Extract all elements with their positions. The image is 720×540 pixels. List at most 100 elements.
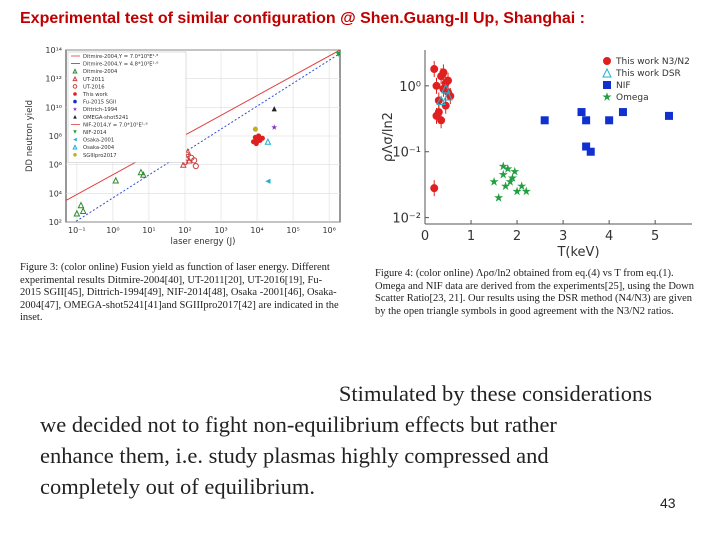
x-tick-label: 0 (421, 229, 429, 244)
legend-label: NIF-2014,Y = 7.0*10⁵E¹·⁸ (83, 122, 148, 128)
data-point-ditmire-2004 (73, 209, 81, 217)
data-point-omega (498, 169, 508, 179)
data-point-this-work (259, 135, 265, 141)
data-point-nif-2014 (335, 51, 341, 57)
body-paragraph: Stimulated by these considerations we de… (40, 378, 680, 502)
data-point-ditmire-2004 (139, 170, 147, 178)
slide-title: Experimental test of similar configurati… (20, 10, 585, 27)
y-tick-label: 10⁴ (49, 189, 62, 198)
legend-swatch (73, 115, 77, 119)
y-tick-label: 10⁻¹ (392, 146, 421, 161)
data-point-this-work-n3-n2 (430, 65, 439, 74)
figure3-chart: 10⁻¹ 10⁰ 10¹ 10² 10³ 10⁴ 10⁵ 10⁶ 10¹⁴ 10¹² 10¹⁰ 10⁸… (25, 46, 341, 247)
legend-label: This work N3/N2 (615, 57, 690, 67)
x-tick-label: 10⁰ (106, 226, 119, 235)
data-point-omega (498, 161, 508, 171)
legend-swatch (73, 99, 77, 104)
y-tick-label: 10⁰ (399, 80, 421, 95)
data-point-this-work-n3-n2 (437, 116, 446, 125)
x-tick-label: 10¹ (142, 226, 155, 235)
legend-label: Omega (616, 93, 649, 103)
data-point-omega (517, 181, 527, 191)
y-tick-label: 10¹² (45, 75, 62, 84)
data-point-dittrich-1994 (271, 124, 278, 130)
data-point-this-work (255, 133, 262, 139)
data-point-ditmire-2004 (112, 176, 120, 184)
data-point-nif (540, 116, 549, 125)
data-point-nif (577, 108, 586, 117)
legend-label: UT-2011 (83, 77, 105, 83)
data-point-nif (582, 116, 591, 125)
legend-swatch (72, 68, 78, 74)
figure4-caption: Figure 4: (color online) Λρσ/ln2 obtaine… (375, 268, 694, 317)
data-point-this-work-n3-n2 (439, 68, 448, 77)
data-point-omega (507, 173, 517, 182)
data-point-ditmire-2004 (77, 201, 85, 209)
data-point-osaka-2004 (264, 137, 272, 145)
data-point-osaka-2001 (265, 178, 271, 184)
x-axis-label: laser energy (J) (171, 237, 236, 247)
body-line-1: Stimulated by these considerations (338, 381, 652, 406)
legend-swatch (72, 144, 78, 150)
legend-swatch (603, 81, 611, 89)
data-point-omega (510, 166, 520, 176)
legend-label: SGIIIpro2017 (83, 153, 117, 159)
data-point-this-work-n3-n2 (430, 184, 439, 193)
data-point-nif (664, 111, 673, 120)
x-tick-label: 10⁻¹ (68, 226, 86, 235)
data-point-omega (505, 177, 515, 186)
y-axis-label: ρΛσ/ln2 (381, 112, 396, 162)
legend-label: OMEGA-shot5241 (83, 115, 129, 121)
legend-label: Ditmire-2004 (83, 69, 118, 75)
body-line-2: we decided not to fight non-equilibrium … (40, 412, 557, 437)
legend-swatch (602, 92, 612, 101)
legend-label: Osaka-2004 (83, 145, 115, 151)
y-tick-label: 10⁻² (392, 212, 421, 227)
x-tick-label: 10⁵ (286, 226, 299, 235)
legend-label: Dittrich-1994 (83, 107, 118, 113)
page-number: 43 (660, 495, 676, 511)
legend-box (67, 51, 187, 163)
data-point-this-work-n3-n2 (441, 101, 450, 110)
y-tick-label: 10⁸ (49, 132, 62, 141)
data-point-this-work-dsr (440, 83, 451, 94)
legend-swatch (73, 92, 77, 96)
data-point-ut-2016 (191, 157, 198, 164)
data-point-nif (618, 108, 627, 117)
data-point-sgiiipro2017 (252, 126, 259, 132)
legend-label: Ditmire-2004,Y = 4.8*10³E¹·⁶ (83, 62, 158, 68)
data-point-nif (582, 142, 591, 151)
data-point-omega (521, 186, 531, 196)
legend-swatch (72, 84, 78, 89)
x-tick-label: 10⁶ (322, 226, 335, 235)
data-point-this-work (255, 138, 261, 144)
data-point-nif (586, 147, 595, 156)
legend-swatch (73, 153, 77, 157)
x-tick-label: 4 (605, 229, 613, 244)
body-line-4: completely out of equilibrium. (40, 474, 315, 499)
fit-line-red (66, 50, 340, 201)
data-point-omega (512, 186, 522, 196)
legend-label: This work (82, 92, 108, 98)
x-tick-label: 5 (651, 229, 659, 244)
legend-swatch (73, 137, 77, 142)
data-point-omega (503, 164, 513, 173)
body-line-3: enhance them, i.e. study plasmas highly … (40, 443, 549, 468)
y-tick-label: 10¹⁰ (45, 103, 62, 112)
y-tick-label: 10¹⁴ (45, 46, 62, 55)
legend-label: Osaka-2001 (83, 138, 114, 144)
legend-label: NIF-2014 (83, 130, 107, 136)
data-point-omega-shot5241 (271, 106, 277, 112)
figure4-chart: 0 1 2 3 4 5 10⁰ 10⁻¹ 10⁻² T(keV) ρΛσ/ln2 This work … (381, 50, 692, 260)
x-tick-label: 10⁴ (250, 226, 263, 235)
legend-swatch (73, 130, 77, 134)
x-tick-label: 1 (467, 229, 475, 244)
data-point-omega (501, 181, 511, 191)
x-axis-label: T(keV) (556, 245, 599, 260)
data-point-ut-2016 (192, 162, 199, 170)
data-point-nif (605, 116, 614, 125)
y-axis-label: DD neutron yield (25, 100, 35, 172)
x-tick-label: 10² (178, 226, 191, 235)
data-point-this-work-n3-n2 (441, 79, 450, 88)
x-tick-label: 10³ (214, 226, 227, 235)
